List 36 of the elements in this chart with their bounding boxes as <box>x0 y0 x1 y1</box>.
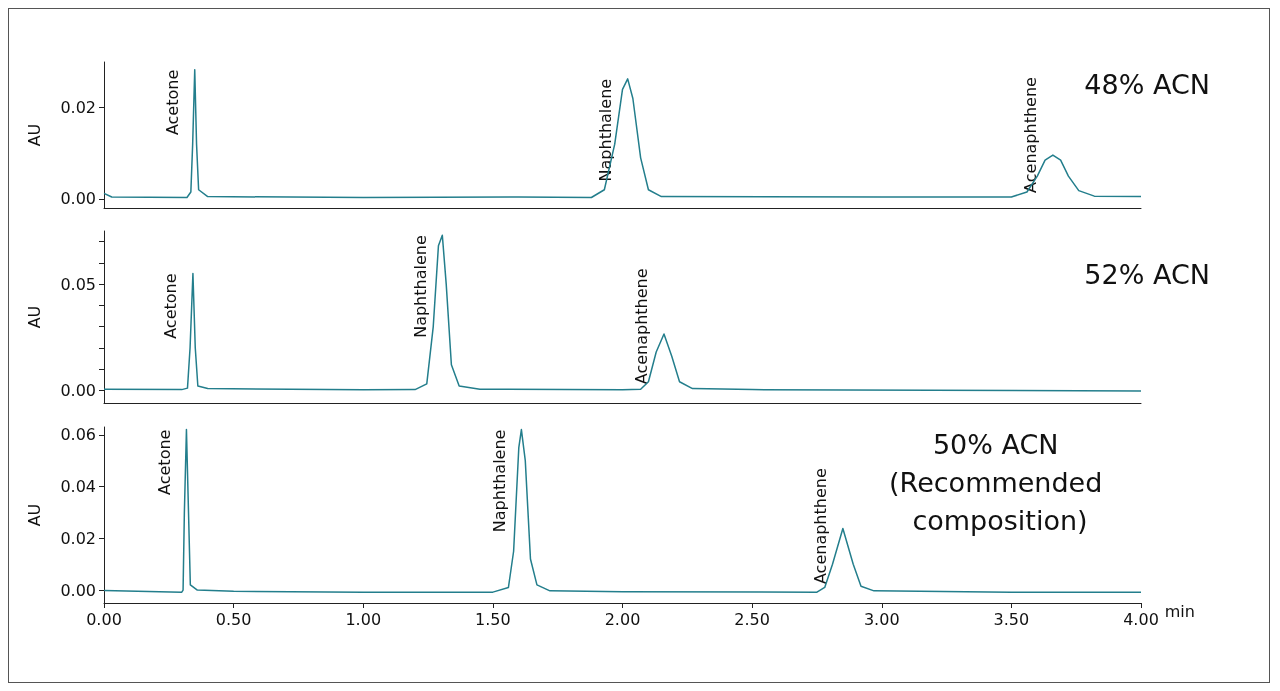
annotation: Acenaphthene <box>1021 77 1041 193</box>
x-tick-label: 0.50 <box>215 609 252 629</box>
line-series <box>103 69 1142 199</box>
text: 50% ACN (Recommended composition) <box>889 428 1111 536</box>
y-tick-label: 0.02 <box>60 98 96 118</box>
x-axis-title: min <box>1164 601 1195 621</box>
annotation: Naphthalene <box>489 429 509 533</box>
y-tick-label: 0.00 <box>60 189 96 209</box>
x-tick-label: 3.50 <box>993 609 1030 629</box>
annotation: Naphthalene <box>410 235 430 338</box>
x-tick-label: 1.00 <box>345 609 382 629</box>
x-tick-label: 0.00 <box>86 609 122 629</box>
y-axis-title: AU <box>24 123 44 147</box>
y-axis-title: AU <box>24 503 44 527</box>
x-tick-label: 2.50 <box>734 609 770 629</box>
x-tick-label: 4.00 <box>1123 609 1159 629</box>
annotation: Acetone <box>161 273 181 339</box>
y-tick-label: 0.05 <box>60 274 96 294</box>
y-tick-label: 0.00 <box>60 380 96 400</box>
line-series <box>103 428 1142 593</box>
y-axis-title: AU <box>24 305 44 329</box>
annotation: Acetone <box>154 429 174 495</box>
annotation: Acenaphthene <box>811 468 831 585</box>
chart-title: 48% ACN <box>1084 68 1210 100</box>
y-tick-label: 0.06 <box>60 425 96 445</box>
y-tick-label: 0.04 <box>60 477 96 497</box>
y-tick-label: 0.02 <box>60 528 96 548</box>
annotation: Naphthalene <box>596 78 616 182</box>
y-tick-label: 0.00 <box>60 580 96 600</box>
x-tick-label: 3.00 <box>863 609 900 629</box>
x-tick-label: 1.50 <box>475 609 511 629</box>
annotation: Acenaphthene <box>632 268 652 385</box>
x-tick-label: 2.00 <box>604 609 641 629</box>
annotation: Acetone <box>163 69 183 136</box>
line-series <box>103 234 1142 392</box>
text: 52% ACN <box>1084 258 1210 290</box>
